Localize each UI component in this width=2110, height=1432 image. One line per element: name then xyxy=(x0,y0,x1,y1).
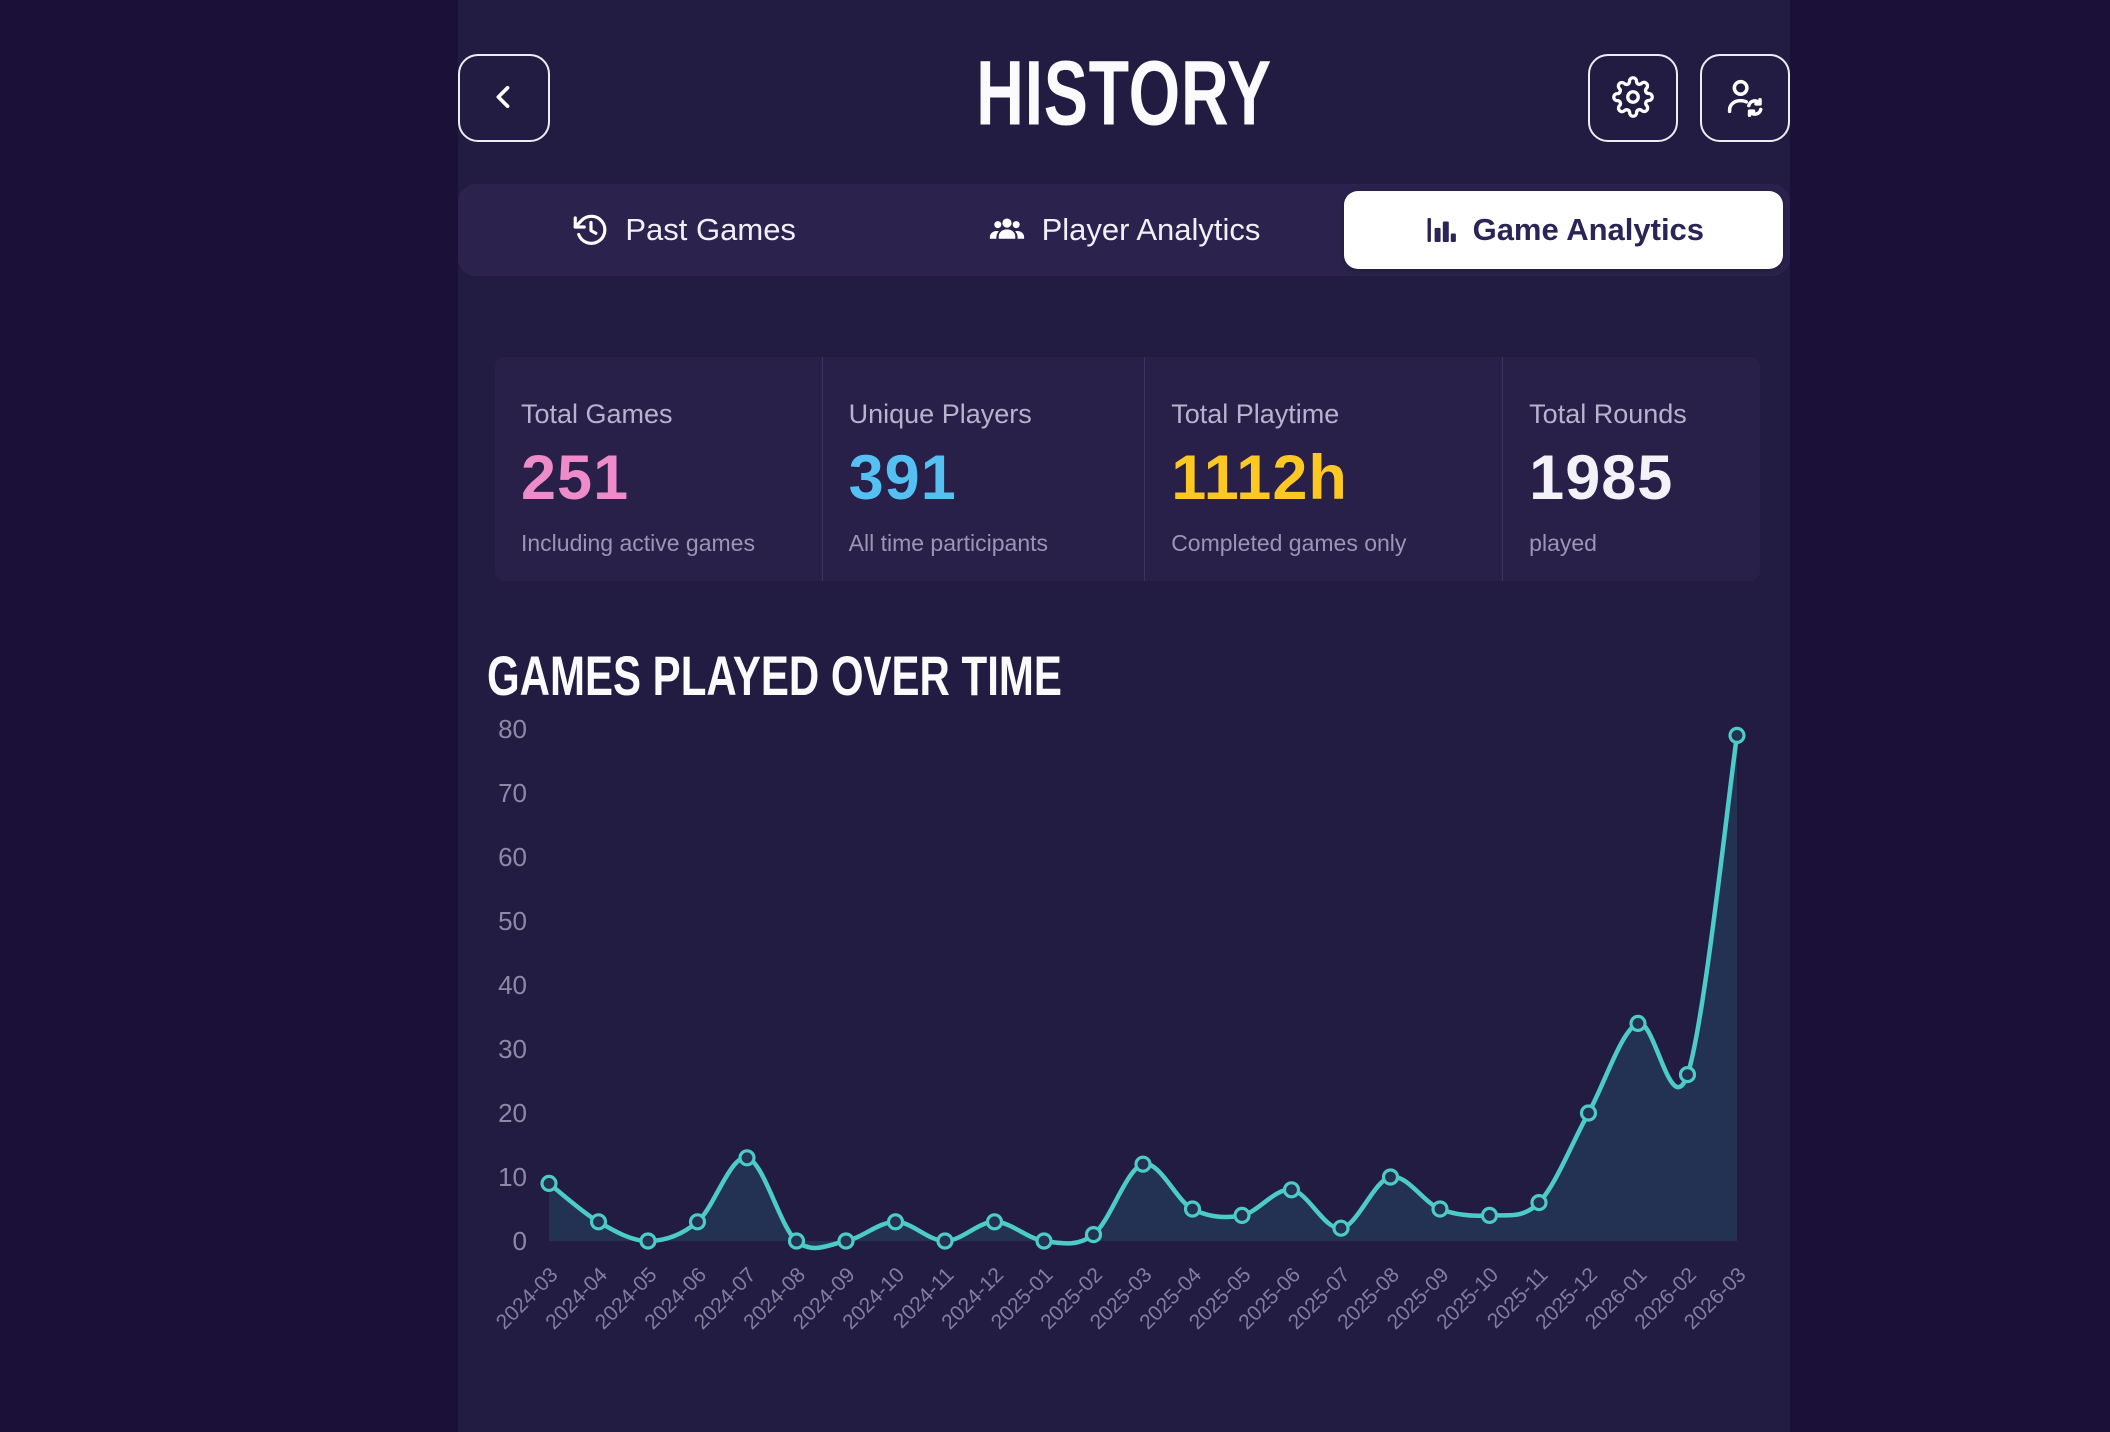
stat-label: Total Games xyxy=(521,399,673,429)
gear-icon xyxy=(1612,75,1654,121)
stat-subtext: played xyxy=(1529,530,1597,556)
stat-value: 391 xyxy=(848,443,957,513)
stat-value: 1112h xyxy=(1171,443,1348,513)
svg-text:50: 50 xyxy=(498,906,527,936)
tab-label: Player Analytics xyxy=(1041,212,1261,247)
tab-bar: Past Games Player Analytics xyxy=(458,184,1790,276)
stat-subtext: Including active games xyxy=(521,530,755,556)
chart-points xyxy=(540,726,1746,1250)
user-sync-button[interactable] xyxy=(1700,54,1790,142)
svg-text:40: 40 xyxy=(498,970,527,1000)
stat-subtext: All time participants xyxy=(848,530,1049,556)
stat-label: Total Rounds xyxy=(1529,399,1687,429)
stat-label: Total Playtime xyxy=(1171,399,1340,429)
history-icon xyxy=(573,212,609,248)
back-button[interactable] xyxy=(458,54,550,142)
main-panel: HISTORY xyxy=(458,0,1790,1432)
stat-value: 1985 xyxy=(1529,443,1674,513)
stat-label: Unique Players xyxy=(848,399,1032,429)
svg-text:80: 80 xyxy=(498,714,527,744)
stat-total-games: Total Games 251 Including active games xyxy=(495,357,823,581)
chart-section-title: GAMES PLAYED OVER TIME xyxy=(487,644,1062,707)
stat-unique-players: Unique Players 391 All time participants xyxy=(823,357,1146,581)
svg-text:20: 20 xyxy=(498,1098,527,1128)
svg-text:60: 60 xyxy=(498,842,527,872)
settings-button[interactable] xyxy=(1588,54,1678,142)
people-icon xyxy=(988,211,1026,249)
svg-text:10: 10 xyxy=(498,1162,527,1192)
stats-summary: Total Games 251 Including active games U… xyxy=(495,357,1760,581)
tab-past-games[interactable]: Past Games xyxy=(465,191,904,269)
tab-label: Game Analytics xyxy=(1472,212,1705,247)
tab-player-analytics[interactable]: Player Analytics xyxy=(904,191,1343,269)
stat-subtext: Completed games only xyxy=(1171,530,1407,556)
tab-game-analytics[interactable]: Game Analytics xyxy=(1343,191,1783,269)
svg-text:70: 70 xyxy=(498,778,527,808)
page-title: HISTORY xyxy=(976,42,1272,145)
stat-total-rounds: Total Rounds 1985 played xyxy=(1503,357,1760,581)
chart-canvas: 0 10 20 30 40 50 60 70 80 2024-032024-042024-052… xyxy=(492,714,1751,1334)
svg-text:30: 30 xyxy=(498,1034,527,1064)
chevron-left-icon xyxy=(487,80,521,117)
games-played-chart: 0 10 20 30 40 50 60 70 80 2024-03 2024-04 2024-05 2… xyxy=(487,714,1797,1370)
stat-value: 251 xyxy=(521,443,630,513)
tab-label: Past Games xyxy=(625,212,796,247)
user-sync-icon xyxy=(1724,76,1766,121)
chart-y-axis-labels: 0 10 20 30 40 50 60 70 80 xyxy=(498,714,527,1256)
stat-total-playtime: Total Playtime 1112h Completed games onl… xyxy=(1145,357,1504,581)
chart-x-axis-labels: 2024-032024-042024-052024-062024-072024-… xyxy=(492,1263,1751,1334)
chart-area-fill xyxy=(549,735,1737,1248)
header: HISTORY xyxy=(458,42,1790,144)
header-actions xyxy=(1588,54,1790,142)
svg-text:0: 0 xyxy=(513,1226,527,1256)
bar-chart-icon xyxy=(1423,213,1457,247)
